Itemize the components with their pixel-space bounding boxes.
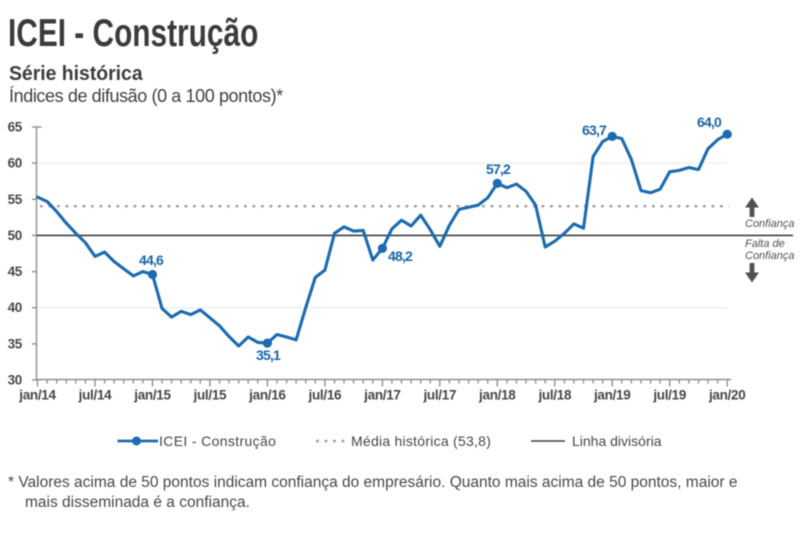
svg-text:jul/18: jul/18 <box>537 388 572 403</box>
svg-text:Falta de: Falta de <box>745 238 785 250</box>
svg-text:30: 30 <box>8 373 22 388</box>
svg-text:64,0: 64,0 <box>697 114 722 130</box>
svg-text:jan/20: jan/20 <box>708 388 745 403</box>
svg-text:45: 45 <box>8 264 23 279</box>
svg-text:60: 60 <box>8 156 22 171</box>
svg-text:* Valores acima de 50 pontos i: * Valores acima de 50 pontos indicam con… <box>8 474 737 491</box>
svg-text:50: 50 <box>8 228 22 243</box>
svg-text:ICEI - Construção: ICEI - Construção <box>8 12 258 54</box>
svg-text:jul/15: jul/15 <box>193 388 228 403</box>
svg-text:Linha divisória: Linha divisória <box>572 433 662 449</box>
svg-text:Índices de difusão (0 a 100 po: Índices de difusão (0 a 100 pontos)* <box>9 86 283 106</box>
svg-text:jul/14: jul/14 <box>78 388 113 403</box>
svg-text:44,6: 44,6 <box>139 252 164 268</box>
svg-text:63,7: 63,7 <box>582 122 607 138</box>
svg-text:jan/14: jan/14 <box>18 388 56 403</box>
svg-text:35: 35 <box>8 336 23 351</box>
svg-text:48,2: 48,2 <box>388 248 413 264</box>
svg-text:Confiança: Confiança <box>745 218 795 230</box>
svg-text:65: 65 <box>8 120 23 135</box>
svg-text:jul/19: jul/19 <box>652 388 686 403</box>
svg-text:Confiança: Confiança <box>745 250 795 262</box>
svg-text:jan/15: jan/15 <box>133 388 171 403</box>
svg-text:jan/17: jan/17 <box>363 388 400 403</box>
svg-text:jul/17: jul/17 <box>422 388 456 403</box>
svg-text:jul/16: jul/16 <box>308 388 343 403</box>
svg-text:55: 55 <box>8 192 23 207</box>
svg-text:jan/16: jan/16 <box>248 388 286 403</box>
svg-text:57,2: 57,2 <box>486 161 511 177</box>
svg-text:Série histórica: Série histórica <box>9 63 144 85</box>
svg-text:ICEI - Construção: ICEI - Construção <box>159 433 276 449</box>
svg-text:35,1: 35,1 <box>256 347 281 363</box>
svg-text:jan/18: jan/18 <box>478 388 516 403</box>
svg-text:mais disseminada é a confiança: mais disseminada é a confiança. <box>25 494 250 511</box>
svg-text:40: 40 <box>8 300 22 315</box>
svg-text:jan/19: jan/19 <box>593 388 630 403</box>
svg-text:Média histórica (53,8): Média histórica (53,8) <box>351 433 491 449</box>
